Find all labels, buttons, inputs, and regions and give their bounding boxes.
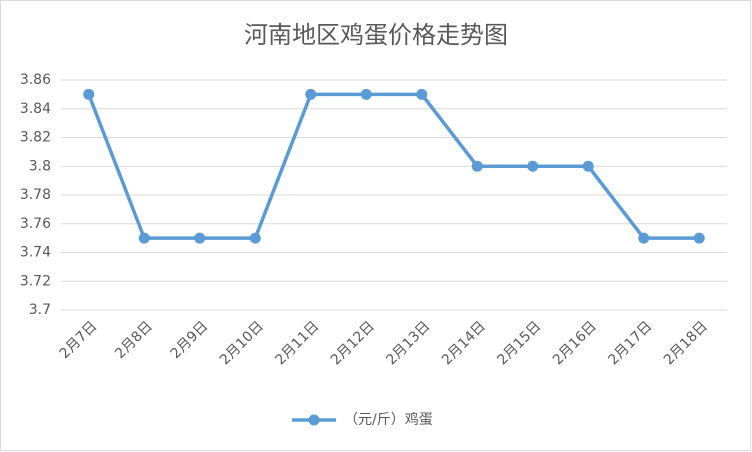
- y-tick-label: 3.8: [29, 158, 51, 174]
- series-line: [87, 92, 700, 240]
- point: [416, 88, 428, 100]
- point: [638, 232, 650, 244]
- point: [582, 160, 594, 172]
- point: [249, 232, 261, 244]
- y-tick-label: 3.82: [20, 130, 51, 146]
- point: [693, 232, 705, 244]
- point: [138, 232, 150, 244]
- point: [305, 88, 317, 100]
- point: [83, 88, 95, 100]
- point: [471, 160, 483, 172]
- y-tick-label: 3.84: [20, 101, 51, 117]
- y-tick-label: 3.7: [29, 302, 51, 318]
- legend-label: （元/斤）鸡蛋: [344, 411, 433, 428]
- point: [527, 160, 539, 172]
- point: [194, 232, 206, 244]
- chart-title: 河南地区鸡蛋价格走势图: [244, 21, 508, 49]
- point: [360, 88, 372, 100]
- y-tick-label: 3.76: [20, 216, 51, 232]
- y-tick-label: 3.74: [20, 245, 51, 261]
- y-tick-label: 3.78: [20, 187, 51, 203]
- y-tick-label: 3.72: [20, 273, 51, 289]
- y-tick-label: 3.86: [20, 72, 51, 88]
- legend-marker: [308, 414, 320, 426]
